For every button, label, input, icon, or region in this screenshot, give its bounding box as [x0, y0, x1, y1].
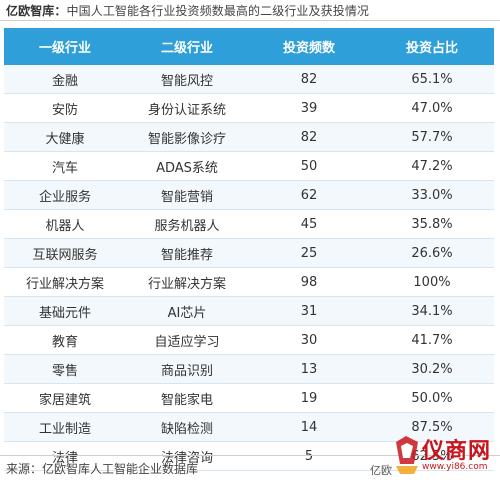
table-row: 企业服务 智能营销 62 33.0% — [4, 180, 494, 210]
table-cell: 82 — [248, 65, 370, 94]
table-cell: 大健康 — [4, 122, 126, 152]
table-cell: 62.5% — [370, 441, 494, 471]
table-cell: 企业服务 — [4, 180, 126, 210]
table-cell: 行业解决方案 — [126, 267, 248, 297]
table-cell: 14 — [248, 412, 370, 442]
table-row: 零售 商品识别 13 30.2% — [4, 354, 494, 384]
table-cell: 82 — [248, 122, 370, 152]
table-cell: 57.7% — [370, 122, 494, 152]
table-cell: 家居建筑 — [4, 383, 126, 413]
column-header: 投资占比 — [370, 28, 494, 65]
credit-text: 亿欧 — [370, 464, 392, 477]
table-cell: 41.7% — [370, 325, 494, 355]
table-row: 基础元件 AI芯片 31 34.1% — [4, 296, 494, 326]
table-cell: 5 — [248, 441, 370, 471]
column-header: 二级行业 — [126, 28, 248, 65]
table-cell: 50.0% — [370, 383, 494, 413]
column-header: 投资频数 — [248, 28, 370, 65]
table-cell: 50 — [248, 151, 370, 181]
table-row: 教育 自适应学习 30 41.7% — [4, 325, 494, 355]
table-cell: ADAS系统 — [126, 151, 248, 181]
table-cell: 安防 — [4, 93, 126, 123]
table-row: 家居建筑 智能家电 19 50.0% — [4, 383, 494, 413]
table-cell: 基础元件 — [4, 296, 126, 326]
table-cell: 31 — [248, 296, 370, 326]
table-cell: 自适应学习 — [126, 325, 248, 355]
table-cell: 法律 — [4, 441, 126, 471]
table-cell: 100% — [370, 267, 494, 297]
table-cell: 智能家电 — [126, 383, 248, 413]
table-cell: 身份认证系统 — [126, 93, 248, 123]
table-cell: 47.0% — [370, 93, 494, 123]
table-cell: 65.1% — [370, 65, 494, 94]
table-cell: 13 — [248, 354, 370, 384]
table-row: 大健康 智能影像诊疗 82 57.7% — [4, 122, 494, 152]
table-row: 机器人 服务机器人 45 35.8% — [4, 209, 494, 239]
table-row: 安防 身份认证系统 39 47.0% — [4, 93, 494, 123]
table-cell: 缺陷检测 — [126, 412, 248, 442]
table-cell: 62 — [248, 180, 370, 210]
table-cell: 35.8% — [370, 209, 494, 239]
table-cell: 33.0% — [370, 180, 494, 210]
table-cell: 智能影像诊疗 — [126, 122, 248, 152]
investment-table: 一级行业 二级行业 投资频数 投资占比 金融 智能风控 82 65.1% 安防 身份认证系… — [4, 28, 494, 471]
table-cell: 服务机器人 — [126, 209, 248, 239]
table-cell: 商品识别 — [126, 354, 248, 384]
page-title: 亿欧智库：中国人工智能各行业投资频数最高的二级行业及获投情况 — [6, 2, 369, 19]
table-cell: 30.2% — [370, 354, 494, 384]
table-cell: 45 — [248, 209, 370, 239]
table-cell: 26.6% — [370, 238, 494, 268]
table-header-row: 一级行业 二级行业 投资频数 投资占比 — [4, 28, 494, 65]
table-row: 法律 法律咨询 5 62.5% — [4, 441, 494, 471]
table-cell: 行业解决方案 — [4, 267, 126, 297]
table-cell: 39 — [248, 93, 370, 123]
table-cell: 47.2% — [370, 151, 494, 181]
title-brand: 亿欧智库： — [6, 4, 67, 18]
table-cell: 98 — [248, 267, 370, 297]
table-row: 金融 智能风控 82 65.1% — [4, 65, 494, 94]
title-divider — [0, 20, 500, 21]
table-cell: 法律咨询 — [126, 441, 248, 471]
source-note: 来源：亿欧智库人工智能企业数据库 — [6, 462, 199, 476]
table-row: 汽车 ADAS系统 50 47.2% — [4, 151, 494, 181]
table-row: 工业制造 缺陷检测 14 87.5% — [4, 412, 494, 442]
title-text: 中国人工智能各行业投资频数最高的二级行业及获投情况 — [66, 4, 370, 18]
table-cell: 34.1% — [370, 296, 494, 326]
table-cell: 30 — [248, 325, 370, 355]
table-cell: 金融 — [4, 65, 126, 94]
table-row: 互联网服务 智能推荐 25 26.6% — [4, 238, 494, 268]
table-cell: 教育 — [4, 325, 126, 355]
table-cell: 智能推荐 — [126, 238, 248, 268]
table-cell: AI芯片 — [126, 296, 248, 326]
table-cell: 19 — [248, 383, 370, 413]
table-cell: 25 — [248, 238, 370, 268]
table-cell: 互联网服务 — [4, 238, 126, 268]
table-cell: 87.5% — [370, 412, 494, 442]
table-cell: 智能营销 — [126, 180, 248, 210]
table-cell: 汽车 — [4, 151, 126, 181]
table-cell: 机器人 — [4, 209, 126, 239]
table-cell: 零售 — [4, 354, 126, 384]
table-cell: 智能风控 — [126, 65, 248, 94]
table-cell: 工业制造 — [4, 412, 126, 442]
column-header: 一级行业 — [4, 28, 126, 65]
footer-divider — [0, 455, 500, 456]
table-row: 行业解决方案 行业解决方案 98 100% — [4, 267, 494, 297]
